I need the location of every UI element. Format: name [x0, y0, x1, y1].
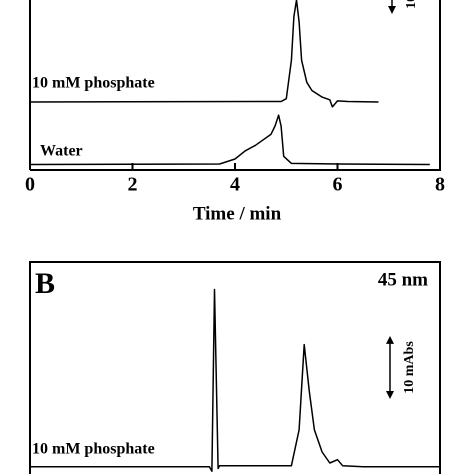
annotation: 45 nm	[378, 269, 428, 290]
panel-label: B	[35, 267, 55, 300]
trace-label: 10 mM phosphate	[32, 75, 155, 92]
x-tick-label: 6	[333, 174, 343, 196]
x-tick-label: 0	[25, 174, 35, 196]
plot-frame	[29, 261, 441, 474]
scale-bar-label: 10 mAbs	[402, 341, 417, 394]
plot-frame	[29, 0, 441, 171]
trace	[29, 0, 379, 108]
trace	[30, 288, 440, 472]
trace	[29, 114, 430, 166]
trace-label: Water	[40, 143, 83, 160]
x-tick-label: 4	[230, 174, 240, 196]
x-tick-label: 8	[435, 174, 445, 196]
x-axis-title: Time / min	[193, 203, 282, 224]
trace-label: 10 mM phosphate	[32, 441, 155, 458]
x-tick-label: 2	[128, 174, 138, 196]
scale-bar-label: 10 mAbs	[404, 0, 419, 9]
